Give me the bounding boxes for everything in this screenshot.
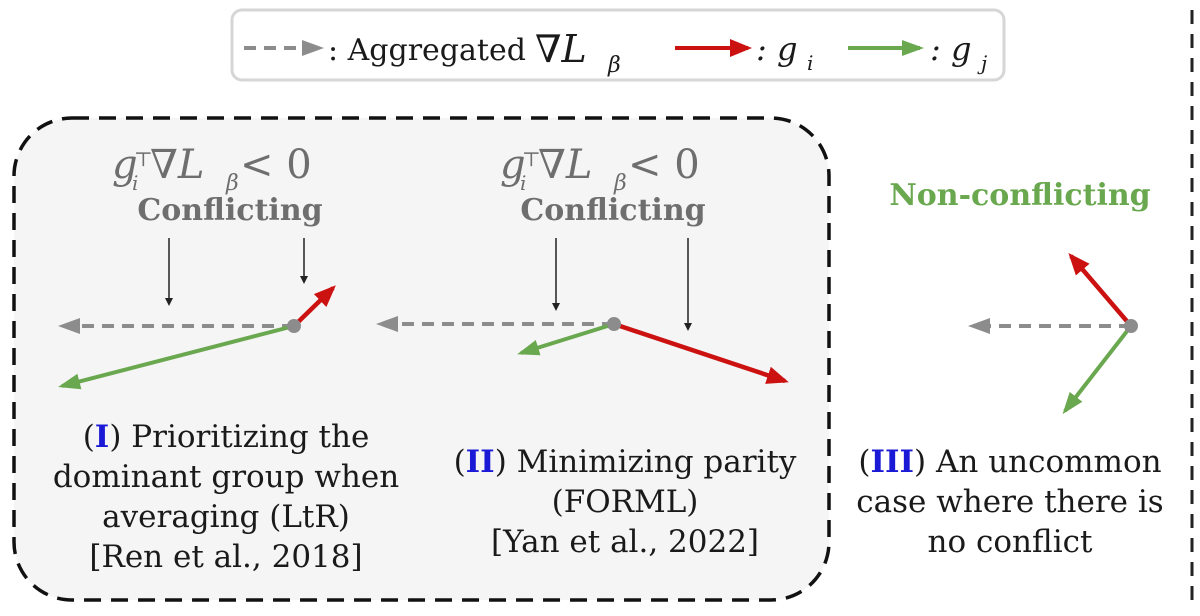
panel-1-origin-dot (287, 319, 301, 333)
legend-frame (230, 8, 1006, 82)
panel-1-roman-numeral: I (95, 419, 110, 455)
panel-2-origin-dot (607, 317, 621, 331)
panel-3-caption-line-2: case where there is (856, 484, 1163, 520)
legend-gi-label: : g (756, 30, 797, 68)
panel-1-formula-g: g (112, 142, 138, 188)
panel-2-formula: g ⊤ i ∇L β < 0 (500, 142, 700, 196)
panel-2-caption-line-1: (II) Minimizing parity (454, 444, 797, 480)
panel-2-caption-line-3: [Yan et al., 2022] (491, 524, 759, 560)
panel-3-gi-arrow (1068, 252, 1133, 328)
panel-2-caption-line-2: (FORML) (552, 484, 699, 520)
panel-2-formula-g: g (500, 142, 526, 188)
panel-2-conflicting-label: Conflicting (520, 193, 705, 228)
panel-1-formula: g ⊤ i ∇L β < 0 (112, 142, 312, 196)
panel-2: g ⊤ i ∇L β < 0 Conflicting (II) Minimizi… (376, 142, 797, 560)
legend: : Aggregated ∇L β : g i : g j (230, 8, 1006, 82)
panel-3-nonconflicting-label: Non-conflicting (889, 178, 1150, 213)
panel-1-gj-arrow (58, 324, 295, 390)
panel-1-formula-sub: i (132, 171, 138, 195)
panel-2-formula-ineq: < 0 (628, 142, 700, 188)
panel-2-formula-sup: ⊤ (522, 147, 541, 171)
panel-1-formula-ineq: < 0 (240, 142, 312, 188)
panel-1-formula-sup: ⊤ (134, 147, 153, 171)
panel-2-caption-text-1: Minimizing parity (517, 444, 797, 480)
panel-1-caption-line-3: averaging (LtR) (102, 499, 350, 535)
legend-gj-sub: j (977, 51, 987, 75)
panel-2-formula-rest: ∇L (538, 142, 593, 188)
legend-aggregated-label: : Aggregated (328, 33, 526, 68)
panel-2-gi-arrow (613, 321, 789, 384)
panel-3-roman-numeral: III (871, 444, 915, 480)
legend-gi-sub: i (807, 51, 813, 75)
panel-1-caption-line-4: [Ren et al., 2018] (89, 539, 362, 575)
panel-2-formula-rest-sub: β (613, 171, 627, 196)
conflicting-group-box (12, 116, 831, 602)
panel-1-formula-rest: ∇L (150, 142, 205, 188)
panel-1-caption-line-1: (I) Prioritizing the (83, 419, 370, 455)
panel-3-caption-line-3: no conflict (928, 524, 1093, 560)
panel-1-gi-arrow (292, 285, 336, 328)
legend-gj-label: : g (930, 30, 971, 68)
panel-1-formula-rest-sub: β (225, 171, 239, 196)
panel-1: g ⊤ i ∇L β < 0 Conflicting (I) Prioritiz… (53, 142, 399, 575)
panel-3-gj-arrow (1062, 324, 1133, 415)
legend-aggregated-symbol: ∇L (535, 27, 587, 71)
panel-3: Non-conflicting (III) An uncommon case w… (856, 178, 1163, 560)
panel-2-formula-sub: i (520, 171, 526, 195)
panel-3-caption-text-1: An uncommon (935, 444, 1162, 480)
panel-2-roman-numeral: II (466, 444, 495, 480)
panel-1-conflicting-label: Conflicting (137, 193, 322, 228)
panel-3-origin-dot (1124, 319, 1138, 333)
panel-1-caption-text-1: Prioritizing the (131, 419, 369, 455)
legend-aggregated-sub: β (607, 53, 621, 78)
panel-1-caption-line-2: dominant group when (53, 459, 399, 495)
panel-2-gj-arrow (517, 322, 615, 356)
panel-3-caption-line-1: (III) An uncommon (858, 444, 1161, 480)
